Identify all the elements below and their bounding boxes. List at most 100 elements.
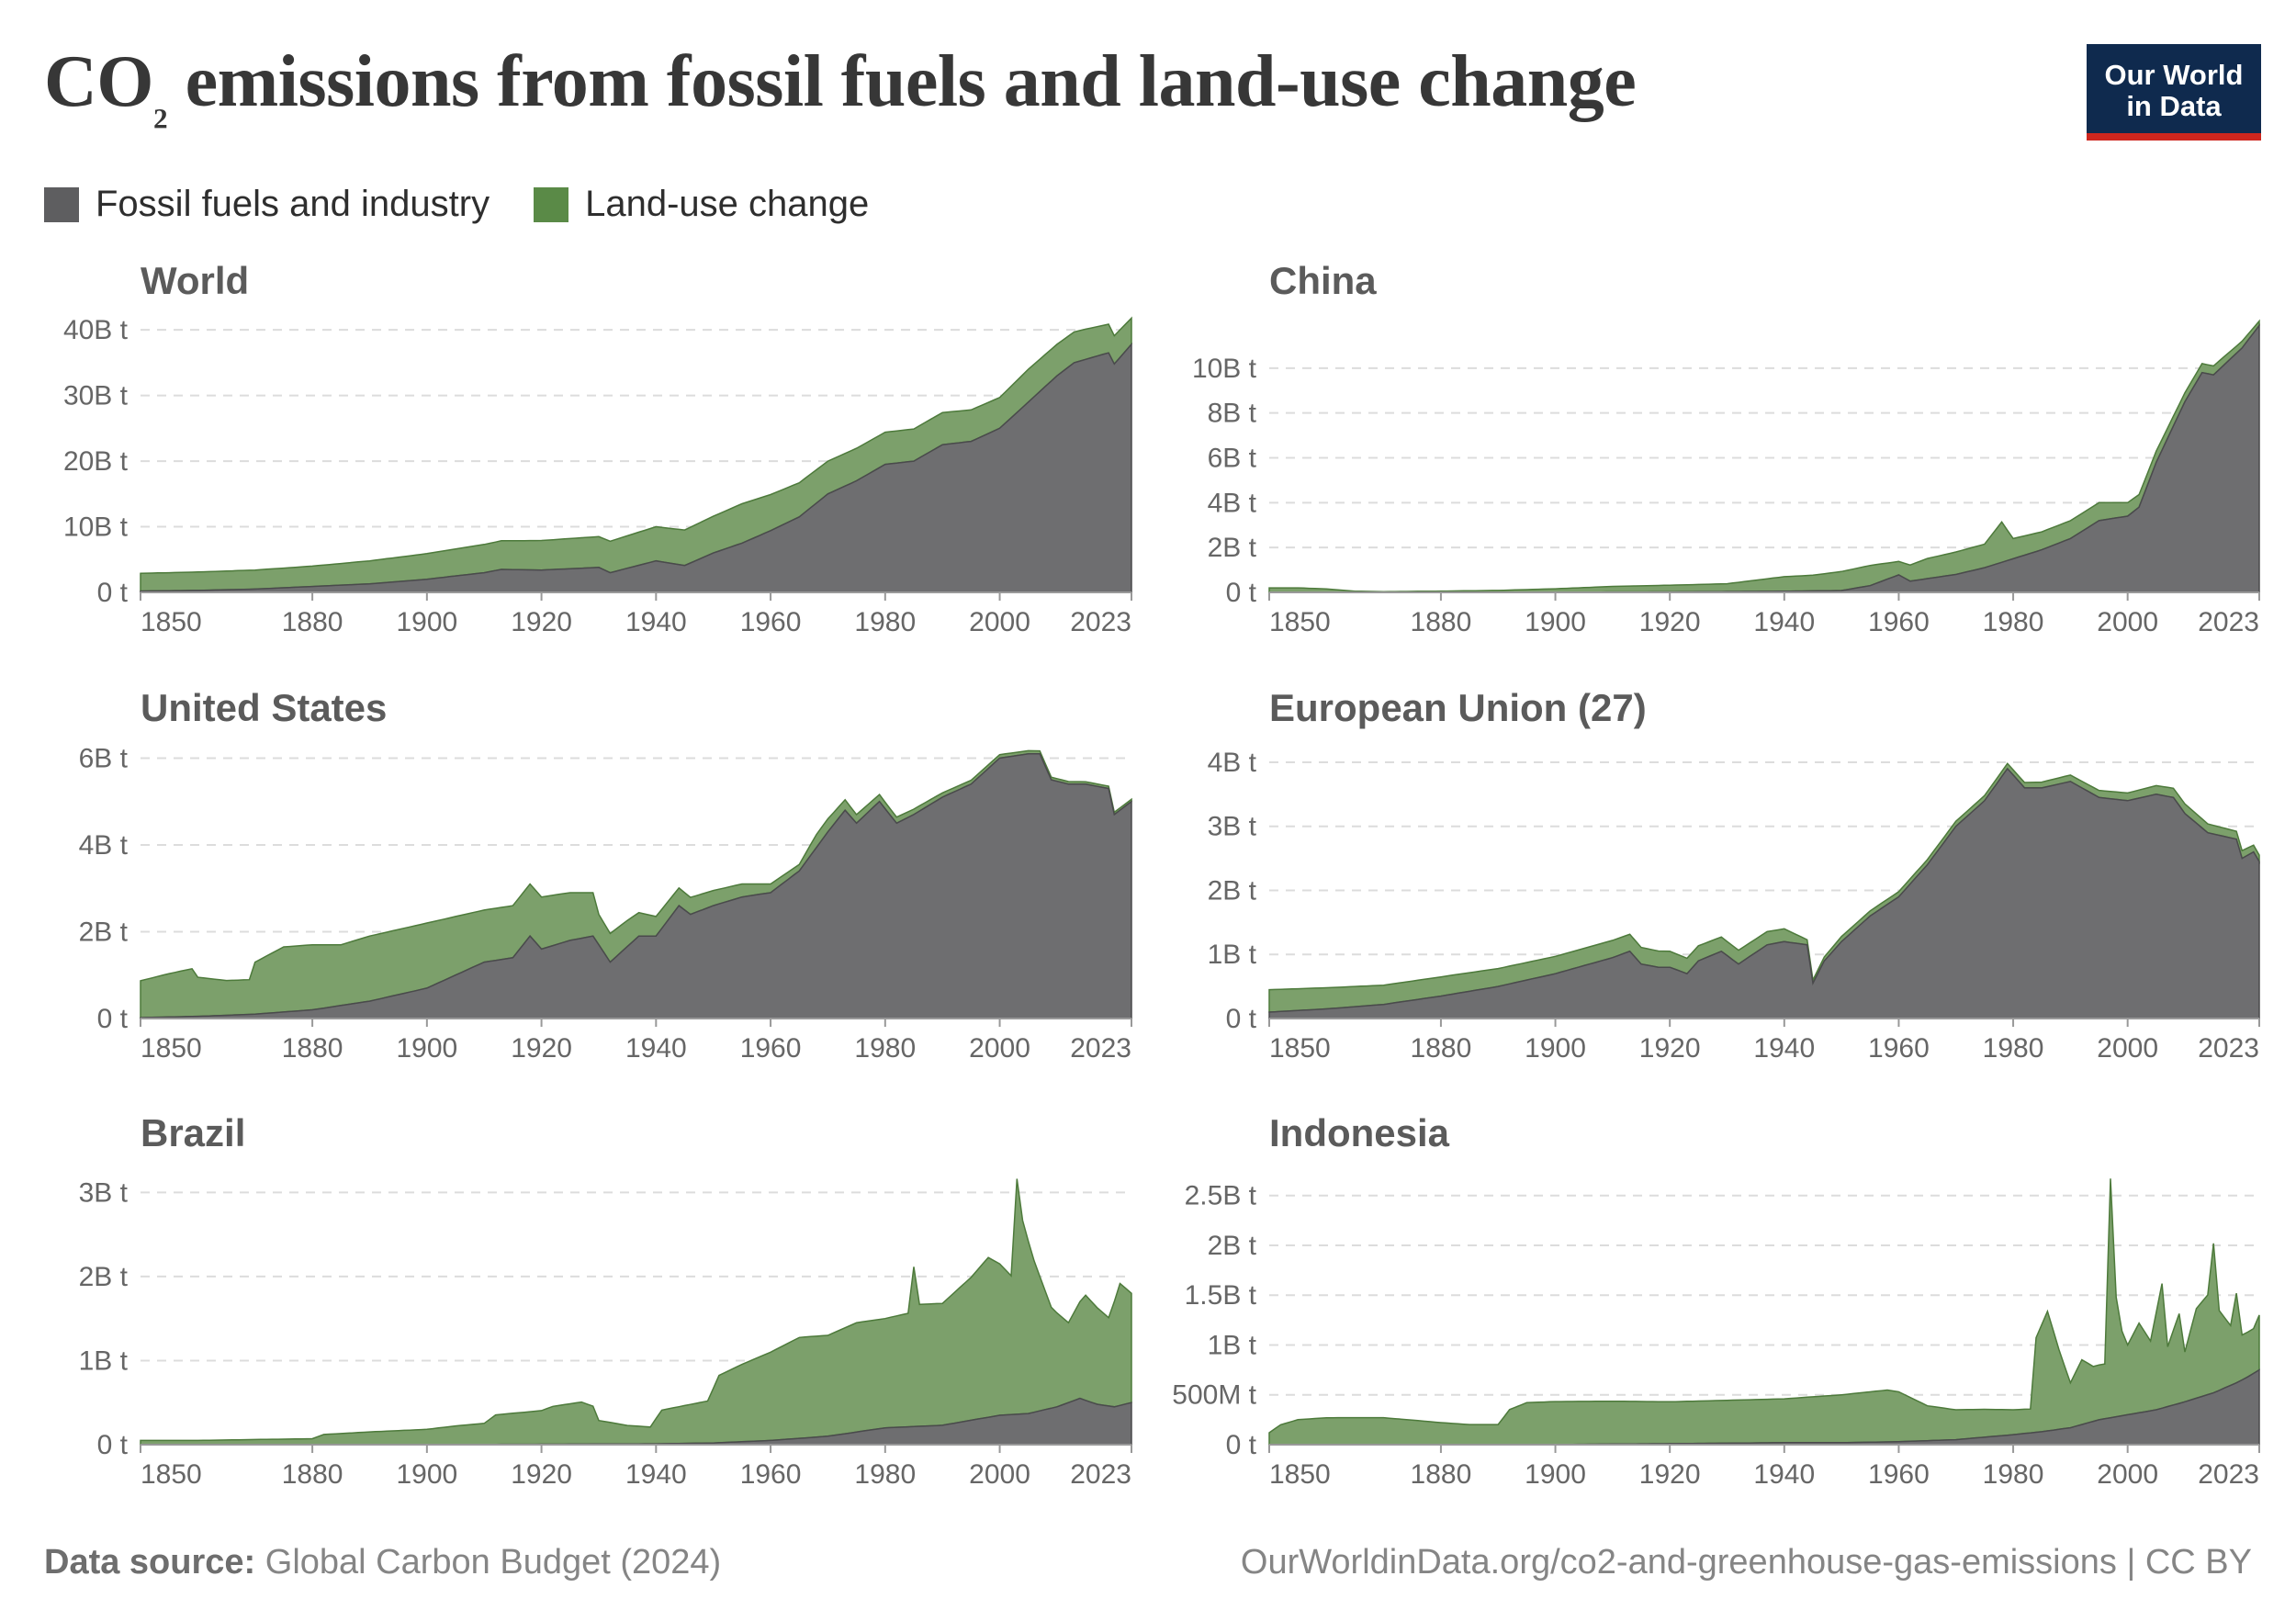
chart-title: United States <box>141 686 387 729</box>
y-tick-label: 8B t <box>1208 399 1257 429</box>
area-fossil-fuels[interactable] <box>1269 323 2260 593</box>
x-tick-label: 1900 <box>396 1459 457 1490</box>
chart-european-union-27: European Union (27) 0 t 1B t 2B t 3B t 4B t 18… <box>1208 686 2260 1064</box>
x-tick-label: 1900 <box>1525 607 1586 637</box>
x-tick-label: 1920 <box>511 1033 572 1064</box>
x-tick-label: 1920 <box>1639 1459 1701 1490</box>
chart-title: Brazil <box>141 1111 245 1154</box>
legend-swatch-landuse <box>534 186 569 222</box>
y-tick-label: 3B t <box>79 1177 129 1208</box>
y-tick-label: 2B t <box>79 917 129 947</box>
x-tick-label: 2023 <box>1070 607 1131 637</box>
x-tick-label: 1880 <box>282 607 343 637</box>
chart-united-states: United States 0 t 2B t 4B t 6B t 1850 1880 1900… <box>79 686 1132 1064</box>
x-tick-label: 1880 <box>1411 607 1472 637</box>
x-tick-label: 1980 <box>1983 1459 2044 1490</box>
area-land-use-change[interactable] <box>1268 1178 2260 1446</box>
x-tick-label: 1920 <box>1639 607 1701 637</box>
y-tick-label: 40B t <box>63 315 129 345</box>
y-tick-label: 2.5B t <box>1185 1181 1257 1211</box>
x-tick-label: 1960 <box>740 1459 802 1490</box>
source-url-text[interactable]: OurWorldinData.org/co2-and-greenhouse-ga… <box>1240 1543 2252 1582</box>
x-tick-label: 1850 <box>141 1033 202 1064</box>
x-tick-label: 2023 <box>1070 1459 1131 1490</box>
x-tick-label: 1980 <box>1983 1033 2044 1064</box>
x-tick-label: 2000 <box>969 1459 1030 1490</box>
y-tick-label: 0 t <box>1226 578 1257 608</box>
area-land-use-change[interactable] <box>140 1178 1132 1446</box>
y-tick-label: 4B t <box>79 830 129 861</box>
x-tick-label: 1900 <box>1525 1033 1586 1064</box>
y-tick-label: 1B t <box>79 1345 129 1376</box>
y-tick-label: 30B t <box>63 381 129 411</box>
chart-title: Indonesia <box>1269 1111 1450 1154</box>
area-fossil-fuels[interactable] <box>1268 767 2260 1019</box>
x-tick-label: 1880 <box>282 1033 343 1064</box>
y-tick-label: 2B t <box>1208 533 1257 563</box>
legend-item-landuse[interactable]: Land-use change <box>534 184 869 225</box>
chart-title: World <box>141 259 249 302</box>
chart-indonesia: Indonesia 0 t 500M t 1B t 1.5B t 2B t 2.5B t 18… <box>1172 1111 2260 1490</box>
x-tick-label: 1960 <box>1868 607 1930 637</box>
title-rest: emissions from fossil fuels and land-use… <box>167 41 1637 122</box>
chart-brazil: Brazil 0 t 1B t 2B t 3B t 1850 1880 1900 1920 194… <box>79 1111 1132 1490</box>
x-tick-label: 1940 <box>1753 607 1815 637</box>
x-tick-label: 2023 <box>2198 1033 2259 1064</box>
x-tick-label: 2000 <box>2097 607 2158 637</box>
x-tick-label: 1980 <box>854 607 916 637</box>
logo-line-2: in Data <box>2126 89 2222 122</box>
y-tick-label: 3B t <box>1208 812 1257 842</box>
y-tick-label: 4B t <box>1208 488 1257 518</box>
y-tick-label: 2B t <box>1208 1231 1257 1261</box>
legend-item-fossil[interactable]: Fossil fuels and industry <box>44 184 490 225</box>
x-tick-label: 2023 <box>2198 607 2259 637</box>
x-tick-label: 1980 <box>854 1033 916 1064</box>
x-tick-label: 1960 <box>740 1033 802 1064</box>
y-tick-label: 0 t <box>1226 1430 1257 1460</box>
area-fossil-fuels[interactable] <box>140 342 1132 593</box>
x-tick-label: 1940 <box>625 607 687 637</box>
x-tick-label: 1920 <box>511 1459 572 1490</box>
chart-title: China <box>1269 259 1377 302</box>
chart-title: European Union (27) <box>1269 686 1647 729</box>
y-tick-label: 1B t <box>1208 940 1257 970</box>
y-tick-label: 10B t <box>63 512 129 543</box>
legend-label-fossil: Fossil fuels and industry <box>96 184 490 224</box>
y-tick-label: 2B t <box>79 1262 129 1292</box>
y-tick-label: 20B t <box>63 446 129 477</box>
y-tick-label: 6B t <box>79 743 129 773</box>
x-tick-label: 1940 <box>625 1033 687 1064</box>
owid-logo[interactable]: Our World in Data <box>2087 44 2261 141</box>
x-tick-label: 1850 <box>1269 1459 1331 1490</box>
x-tick-label: 1900 <box>396 1033 457 1064</box>
x-tick-label: 1960 <box>1868 1459 1930 1490</box>
x-tick-label: 2000 <box>969 1033 1030 1064</box>
x-tick-label: 2023 <box>1070 1033 1131 1064</box>
x-tick-label: 2000 <box>969 607 1030 637</box>
source-url[interactable]: OurWorldinData.org/co2-and-greenhouse-ga… <box>1241 1543 2252 1582</box>
y-tick-label: 1.5B t <box>1185 1280 1257 1311</box>
y-tick-label: 0 t <box>1226 1004 1257 1034</box>
x-tick-label: 1880 <box>282 1459 343 1490</box>
x-tick-label: 2000 <box>2097 1033 2158 1064</box>
logo-line-1: Our World <box>2104 58 2244 91</box>
x-tick-label: 1850 <box>1269 1033 1331 1064</box>
x-tick-label: 1880 <box>1411 1033 1472 1064</box>
y-tick-label: 2B t <box>1208 875 1257 906</box>
chart-world: World 0 t 10B t 20B t 30B t 40B t 1850 1880 1900… <box>63 259 1132 637</box>
data-source: Data source: Global Carbon Budget (2024) <box>44 1543 721 1582</box>
x-tick-label: 1960 <box>740 607 802 637</box>
chart-china: China 0 t 2B t 4B t 6B t 8B t 10B t 1850 1880 190… <box>1192 259 2260 637</box>
x-tick-label: 1900 <box>1525 1459 1586 1490</box>
y-tick-label: 0 t <box>97 1430 129 1460</box>
y-tick-label: 0 t <box>97 578 129 608</box>
x-tick-label: 1920 <box>511 607 572 637</box>
area-fossil-fuels[interactable] <box>140 752 1132 1019</box>
x-tick-label: 1960 <box>1868 1033 1930 1064</box>
y-tick-label: 1B t <box>1208 1330 1257 1360</box>
y-tick-label: 4B t <box>1208 748 1257 778</box>
legend-label-landuse: Land-use change <box>585 184 870 224</box>
page-title: CO₂ emissions from fossil fuels and land… <box>44 40 1637 129</box>
x-tick-label: 1940 <box>1753 1459 1815 1490</box>
